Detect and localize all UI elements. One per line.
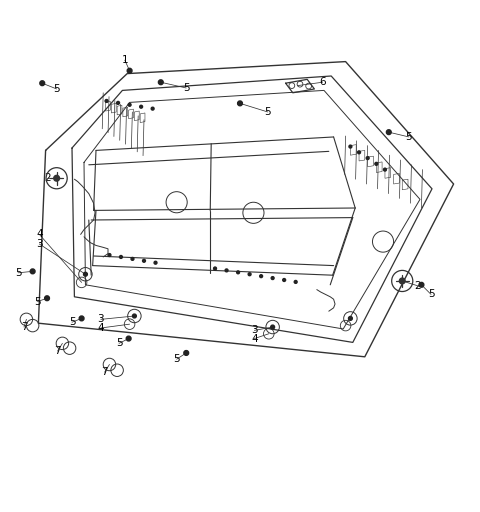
Circle shape <box>140 105 143 108</box>
Circle shape <box>386 130 391 135</box>
Circle shape <box>45 296 49 301</box>
Circle shape <box>158 80 163 84</box>
Text: 5: 5 <box>406 132 412 142</box>
Circle shape <box>151 107 154 110</box>
Circle shape <box>283 279 286 282</box>
Text: 5: 5 <box>116 338 122 348</box>
Circle shape <box>154 261 157 264</box>
Circle shape <box>399 278 405 284</box>
Circle shape <box>214 267 216 270</box>
Text: 3: 3 <box>251 326 258 335</box>
Circle shape <box>271 276 274 280</box>
Text: 5: 5 <box>428 289 434 300</box>
Circle shape <box>366 157 369 160</box>
Text: 2: 2 <box>414 281 421 291</box>
Text: 4: 4 <box>251 333 258 344</box>
Circle shape <box>375 162 378 165</box>
Circle shape <box>349 145 352 148</box>
Circle shape <box>132 314 136 318</box>
Circle shape <box>238 101 242 106</box>
Text: 4: 4 <box>36 229 43 240</box>
Circle shape <box>105 99 108 102</box>
Circle shape <box>260 275 263 278</box>
Circle shape <box>419 283 424 287</box>
Circle shape <box>30 269 35 274</box>
Circle shape <box>127 68 132 73</box>
Text: 5: 5 <box>34 296 41 307</box>
Text: 1: 1 <box>121 55 128 65</box>
Circle shape <box>184 351 189 355</box>
Circle shape <box>40 81 45 86</box>
Circle shape <box>248 273 251 275</box>
Circle shape <box>126 336 131 341</box>
Text: 7: 7 <box>101 367 108 377</box>
Text: 5: 5 <box>15 268 22 278</box>
Circle shape <box>117 101 120 104</box>
Text: 6: 6 <box>319 77 326 87</box>
Circle shape <box>294 281 297 283</box>
Circle shape <box>79 316 84 321</box>
Text: 3: 3 <box>36 239 43 249</box>
Circle shape <box>348 316 352 321</box>
Circle shape <box>131 258 134 260</box>
Text: 5: 5 <box>53 84 60 94</box>
Circle shape <box>120 255 122 259</box>
Circle shape <box>384 168 386 171</box>
Circle shape <box>84 272 87 276</box>
Circle shape <box>54 175 60 181</box>
Circle shape <box>225 269 228 272</box>
Text: 5: 5 <box>173 354 180 364</box>
Text: 5: 5 <box>183 83 190 93</box>
Text: 7: 7 <box>21 322 27 332</box>
Circle shape <box>108 253 111 257</box>
Circle shape <box>143 260 145 262</box>
Text: 4: 4 <box>97 323 104 333</box>
Text: 5: 5 <box>264 107 271 117</box>
Text: 7: 7 <box>54 346 61 356</box>
Text: 2: 2 <box>45 173 51 183</box>
Text: 3: 3 <box>97 314 104 325</box>
Circle shape <box>271 325 275 329</box>
Circle shape <box>237 271 240 274</box>
Circle shape <box>358 151 360 154</box>
Text: 5: 5 <box>69 317 75 327</box>
Circle shape <box>128 103 131 106</box>
